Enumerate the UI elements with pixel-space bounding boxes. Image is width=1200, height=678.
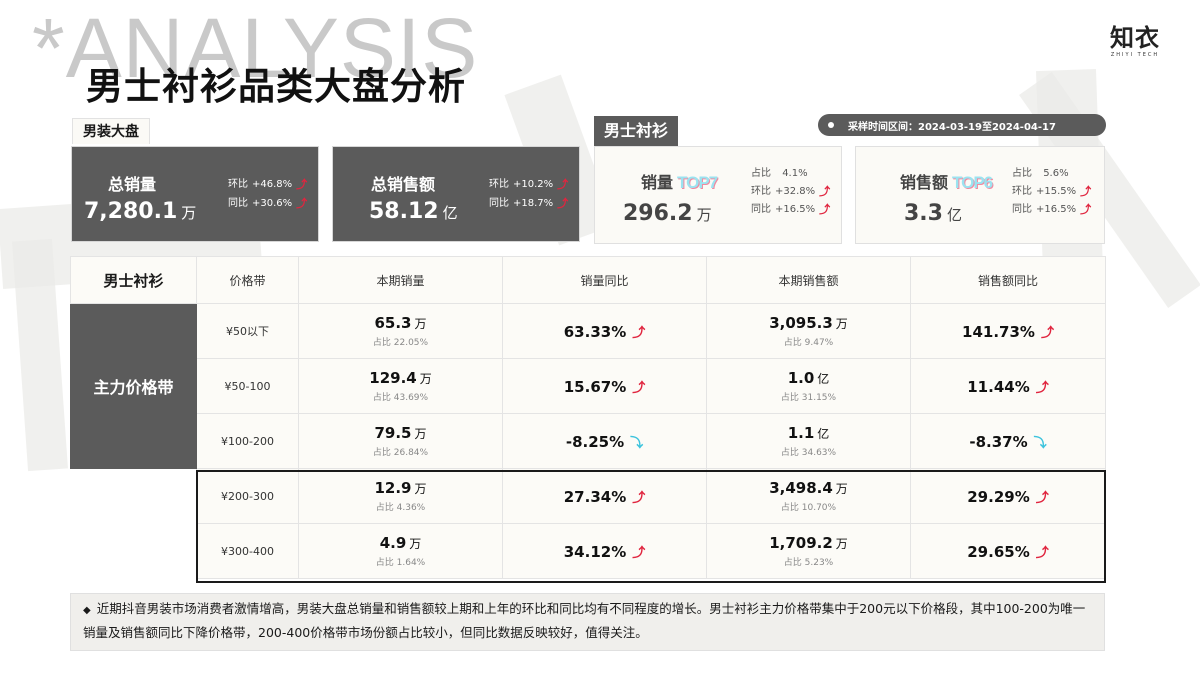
metric-mom: 环比 +10.2% ⤴ bbox=[489, 175, 568, 194]
sales-yoy-cell: -8.37% ⤵ bbox=[910, 413, 1106, 469]
logo-sub-text: ZHIYI TECH bbox=[1110, 52, 1160, 58]
volume-yoy-cell: 63.33% ⤴ bbox=[502, 303, 707, 359]
analysis-note: ◆ 近期抖音男装市场消费者激情增高，男装大盘总销量和销售额较上期和上年的环比和同比… bbox=[70, 593, 1105, 651]
trend-down-icon: ⤵ bbox=[630, 435, 644, 451]
sales-cell: 1.0 亿占比 31.15% bbox=[706, 358, 911, 414]
sales-yoy-cell: 29.29% ⤴ bbox=[910, 468, 1106, 524]
category-sales-card: 销售额 TOP6 3.3 亿 占比 5.6% 环比 +15.5% ⤴ 同比 +16.5% ⤴ bbox=[855, 146, 1105, 244]
category-tab-label: 男士衬衫 bbox=[594, 116, 679, 146]
note-text: 近期抖音男装市场消费者激情增高，男装大盘总销量和销售额较上期和上年的环比和同比均… bbox=[83, 601, 1086, 640]
trend-up-icon: ⤴ bbox=[632, 325, 646, 341]
rank-badge: TOP7 bbox=[677, 173, 718, 192]
volume-cell: 12.9 万占比 4.36% bbox=[298, 468, 503, 524]
card-value: 7,280.1 万 bbox=[84, 199, 197, 224]
trend-up-icon: ⤴ bbox=[632, 490, 646, 506]
metric-share: 占比 4.1% bbox=[751, 168, 808, 179]
trend-up-icon: ⤴ bbox=[557, 178, 569, 191]
metric-mom: 环比 +15.5% ⤴ bbox=[1012, 183, 1091, 201]
price-band: ¥50-100 bbox=[196, 358, 299, 414]
column-header: 价格带 bbox=[196, 256, 299, 304]
volume-yoy-cell: 27.34% ⤴ bbox=[502, 468, 707, 524]
volume-yoy-cell: 34.12% ⤴ bbox=[502, 523, 707, 579]
metric-yoy: 同比 +16.5% ⤴ bbox=[1012, 201, 1091, 219]
card-metrics: 环比 +46.8% ⤴ 同比 +30.6% ⤴ bbox=[228, 175, 307, 213]
brand-logo: 知衣 ZHIYI TECH bbox=[1110, 18, 1160, 58]
trend-down-icon: ⤵ bbox=[1033, 435, 1047, 451]
trend-up-icon: ⤴ bbox=[296, 197, 308, 210]
price-band: ¥300-400 bbox=[196, 523, 299, 579]
price-band: ¥100-200 bbox=[196, 413, 299, 469]
column-header: 本期销量 bbox=[298, 256, 503, 304]
trend-up-icon: ⤴ bbox=[1035, 545, 1049, 561]
card-metrics: 环比 +10.2% ⤴ 同比 +18.7% ⤴ bbox=[489, 175, 568, 213]
total-volume-card: 总销量 7,280.1 万 环比 +46.8% ⤴ 同比 +30.6% ⤴ bbox=[71, 146, 319, 242]
table-header-row: 男士衬衫 价格带 本期销量 销量同比 本期销售额 销售额同比 bbox=[70, 256, 1106, 304]
trend-up-icon: ⤴ bbox=[1080, 203, 1092, 216]
metric-yoy: 同比 +30.6% ⤴ bbox=[228, 194, 307, 213]
table-row: ¥300-400 4.9 万占比 1.64% 34.12% ⤴ 1,709.2 万占比… bbox=[71, 523, 1106, 579]
trend-up-icon: ⤴ bbox=[1035, 490, 1049, 506]
trend-up-icon: ⤴ bbox=[296, 178, 308, 191]
metric-yoy: 同比 +16.5% ⤴ bbox=[751, 201, 830, 219]
table-row: 主力价格带 ¥50以下 65.3 万占比 22.05% 63.33% ⤴ 3,095… bbox=[70, 303, 1106, 469]
volume-yoy-cell: 15.67% ⤴ bbox=[502, 358, 707, 414]
trend-up-icon: ⤴ bbox=[819, 185, 831, 198]
rank-badge: TOP6 bbox=[952, 173, 993, 192]
metric-mom: 环比 +46.8% ⤴ bbox=[228, 175, 307, 194]
trend-up-icon: ⤴ bbox=[632, 380, 646, 396]
trend-up-icon: ⤴ bbox=[1035, 380, 1049, 396]
trend-up-icon: ⤴ bbox=[632, 545, 646, 561]
sales-yoy-cell: 11.44% ⤴ bbox=[910, 358, 1106, 414]
sampling-period-badge: 采样时间区间：2024-03-19至2024-04-17 bbox=[818, 114, 1106, 136]
volume-yoy-cell: -8.25% ⤵ bbox=[502, 413, 707, 469]
column-header: 销售额同比 bbox=[910, 256, 1106, 304]
table-row: ¥50-100 129.4 万占比 43.69% 15.67% ⤴ 1.0 亿占比 3… bbox=[71, 358, 1106, 414]
table-row: ¥200-300 12.9 万占比 4.36% 27.34% ⤴ 3,498.4 万占… bbox=[71, 468, 1106, 524]
price-band: ¥200-300 bbox=[196, 468, 299, 524]
column-header: 本期销售额 bbox=[706, 256, 911, 304]
sales-cell: 3,498.4 万占比 10.70% bbox=[706, 468, 911, 524]
sales-cell: 3,095.3 万占比 9.47% bbox=[706, 303, 911, 359]
bullet-dot-icon bbox=[828, 122, 834, 128]
trend-up-icon: ⤴ bbox=[1040, 325, 1054, 341]
logo-main-text: 知衣 bbox=[1110, 24, 1160, 52]
sales-yoy-cell: 29.65% ⤴ bbox=[910, 523, 1106, 579]
sales-cell: 1.1 亿占比 34.63% bbox=[706, 413, 911, 469]
diamond-bullet-icon: ◆ bbox=[83, 605, 91, 616]
card-value: 296.2 万 bbox=[623, 201, 712, 226]
table-row: ¥100-200 79.5 万占比 26.84% -8.25% ⤵ 1.1 亿占比 3… bbox=[71, 413, 1106, 469]
card-title: 销售额 TOP6 bbox=[900, 173, 993, 192]
card-title: 总销售额 bbox=[371, 175, 436, 194]
metric-share: 占比 5.6% bbox=[1012, 168, 1069, 179]
price-band-table: 男士衬衫 价格带 本期销量 销量同比 本期销售额 销售额同比 主力价格带 ¥50… bbox=[70, 256, 1106, 579]
metric-yoy: 同比 +18.7% ⤴ bbox=[489, 194, 568, 213]
volume-cell: 4.9 万占比 1.64% bbox=[298, 523, 503, 579]
trend-up-icon: ⤴ bbox=[557, 197, 569, 210]
card-metrics: 占比 5.6% 环比 +15.5% ⤴ 同比 +16.5% ⤴ bbox=[1012, 165, 1091, 219]
main-price-band-label: 主力价格带 bbox=[70, 303, 197, 469]
card-title: 总销量 bbox=[108, 175, 157, 194]
table-corner-label: 男士衬衫 bbox=[70, 256, 197, 304]
sales-yoy-cell: 141.73% ⤴ bbox=[910, 303, 1106, 359]
volume-cell: 129.4 万占比 43.69% bbox=[298, 358, 503, 414]
card-value: 58.12 亿 bbox=[369, 199, 458, 224]
card-title: 销量 TOP7 bbox=[641, 173, 718, 192]
column-header: 销量同比 bbox=[502, 256, 707, 304]
total-sales-card: 总销售额 58.12 亿 环比 +10.2% ⤴ 同比 +18.7% ⤴ bbox=[332, 146, 580, 242]
sampling-period-text: 采样时间区间：2024-03-19至2024-04-17 bbox=[848, 121, 1056, 133]
trend-up-icon: ⤴ bbox=[819, 203, 831, 216]
volume-cell: 79.5 万占比 26.84% bbox=[298, 413, 503, 469]
sales-cell: 1,709.2 万占比 5.23% bbox=[706, 523, 911, 579]
card-metrics: 占比 4.1% 环比 +32.8% ⤴ 同比 +16.5% ⤴ bbox=[751, 165, 830, 219]
trend-up-icon: ⤴ bbox=[1080, 185, 1092, 198]
market-tab-label: 男装大盘 bbox=[72, 118, 150, 144]
category-volume-card: 销量 TOP7 296.2 万 占比 4.1% 环比 +32.8% ⤴ 同比 +16.5%… bbox=[594, 146, 842, 244]
page-title: 男士衬衫品类大盘分析 bbox=[86, 65, 466, 108]
card-value: 3.3 亿 bbox=[904, 201, 962, 226]
metric-mom: 环比 +32.8% ⤴ bbox=[751, 183, 830, 201]
volume-cell: 65.3 万占比 22.05% bbox=[298, 303, 503, 359]
price-band: ¥50以下 bbox=[196, 303, 299, 359]
